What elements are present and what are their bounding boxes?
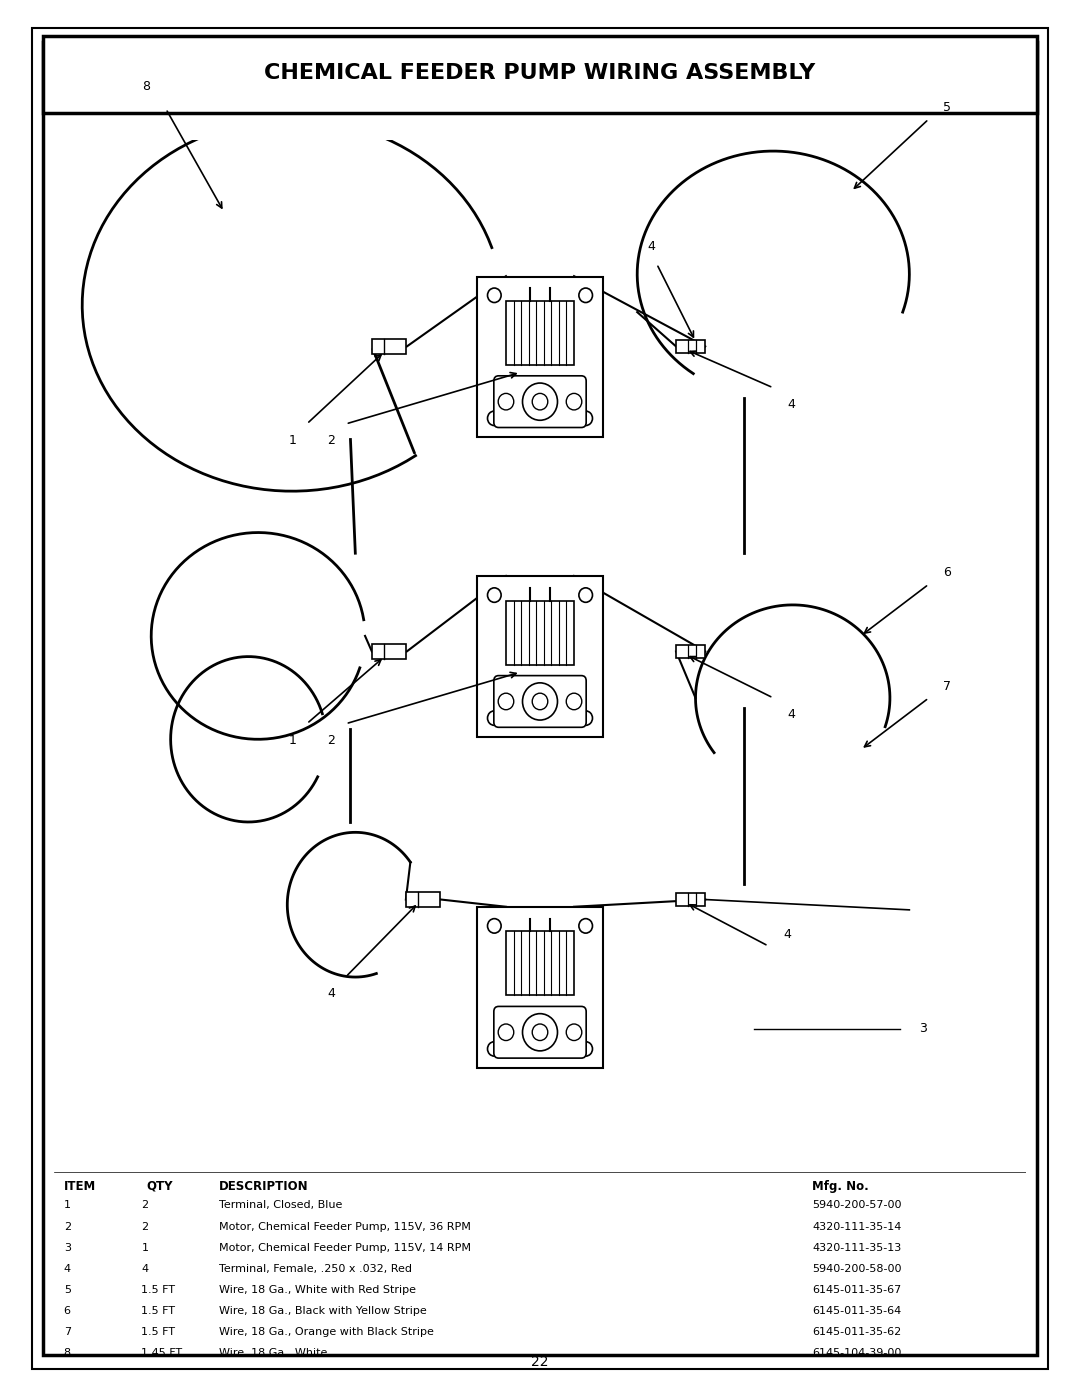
Text: 5940-200-58-00: 5940-200-58-00 (812, 1264, 902, 1274)
Text: 5: 5 (64, 1285, 70, 1295)
Text: 6145-011-35-62: 6145-011-35-62 (812, 1327, 902, 1337)
Text: 1.5 FT: 1.5 FT (141, 1327, 175, 1337)
Text: 3: 3 (919, 1023, 927, 1035)
Bar (505, 300, 573, 365)
Text: 1: 1 (64, 1200, 70, 1210)
Text: 1: 1 (288, 735, 296, 747)
Text: 2: 2 (141, 1221, 149, 1232)
Text: Terminal, Closed, Blue: Terminal, Closed, Blue (219, 1200, 342, 1210)
Text: Mfg. No.: Mfg. No. (812, 1179, 869, 1193)
Text: 4320-111-35-13: 4320-111-35-13 (812, 1243, 902, 1253)
Bar (676, 645, 705, 658)
Text: 2: 2 (327, 434, 335, 447)
Text: 4: 4 (648, 240, 656, 253)
Text: Wire, 18 Ga., White: Wire, 18 Ga., White (219, 1348, 327, 1358)
Text: 2: 2 (64, 1221, 71, 1232)
Text: Terminal, Female, .250 x .032, Red: Terminal, Female, .250 x .032, Red (219, 1264, 413, 1274)
Text: Wire, 18 Ga., Black with Yellow Stripe: Wire, 18 Ga., Black with Yellow Stripe (219, 1306, 427, 1316)
Text: 6145-011-35-64: 6145-011-35-64 (812, 1306, 902, 1316)
Text: CHEMICAL FEEDER PUMP WIRING ASSEMBLY: CHEMICAL FEEDER PUMP WIRING ASSEMBLY (265, 63, 815, 84)
Text: 1.45 FT: 1.45 FT (141, 1348, 183, 1358)
Text: DESCRIPTION: DESCRIPTION (219, 1179, 309, 1193)
Text: 1: 1 (288, 434, 296, 447)
Text: 22: 22 (531, 1355, 549, 1369)
Bar (505, 601, 573, 665)
Bar (373, 644, 406, 658)
Text: 2: 2 (141, 1200, 149, 1210)
Text: 8: 8 (143, 80, 150, 94)
Text: 5940-200-57-00: 5940-200-57-00 (812, 1200, 902, 1210)
Text: 4: 4 (141, 1264, 149, 1274)
FancyBboxPatch shape (494, 676, 586, 728)
Text: 4: 4 (788, 708, 796, 721)
Text: 3: 3 (64, 1243, 70, 1253)
Text: 1: 1 (141, 1243, 148, 1253)
Text: 4: 4 (788, 398, 796, 411)
Text: 1.5 FT: 1.5 FT (141, 1285, 175, 1295)
Text: 6145-011-35-67: 6145-011-35-67 (812, 1285, 902, 1295)
Bar (477, 277, 603, 437)
Text: 4: 4 (783, 928, 791, 942)
Text: 7: 7 (944, 680, 951, 693)
Text: 6145-104-39-00: 6145-104-39-00 (812, 1348, 902, 1358)
Text: 2: 2 (327, 735, 335, 747)
Bar (477, 577, 603, 736)
Text: Motor, Chemical Feeder Pump, 115V, 36 RPM: Motor, Chemical Feeder Pump, 115V, 36 RP… (219, 1221, 471, 1232)
Text: Wire, 18 Ga., Orange with Black Stripe: Wire, 18 Ga., Orange with Black Stripe (219, 1327, 434, 1337)
Text: 4: 4 (64, 1264, 71, 1274)
Bar (505, 932, 573, 996)
Text: 4: 4 (327, 988, 335, 1000)
Bar (373, 339, 406, 353)
Text: 7: 7 (64, 1327, 71, 1337)
Bar (676, 893, 705, 905)
Bar (477, 907, 603, 1067)
Text: Motor, Chemical Feeder Pump, 115V, 14 RPM: Motor, Chemical Feeder Pump, 115V, 14 RP… (219, 1243, 471, 1253)
Text: 5: 5 (944, 101, 951, 115)
Bar (43, 36, 1037, 113)
Text: 8: 8 (64, 1348, 71, 1358)
Text: 1.5 FT: 1.5 FT (141, 1306, 175, 1316)
Text: 6: 6 (64, 1306, 70, 1316)
Text: ITEM: ITEM (64, 1179, 96, 1193)
Text: QTY: QTY (147, 1179, 173, 1193)
Bar (676, 341, 705, 352)
FancyBboxPatch shape (494, 376, 586, 427)
Text: Wire, 18 Ga., White with Red Stripe: Wire, 18 Ga., White with Red Stripe (219, 1285, 416, 1295)
Bar (406, 893, 441, 907)
Text: 6: 6 (944, 566, 951, 580)
FancyBboxPatch shape (494, 1006, 586, 1058)
Text: 4320-111-35-14: 4320-111-35-14 (812, 1221, 902, 1232)
